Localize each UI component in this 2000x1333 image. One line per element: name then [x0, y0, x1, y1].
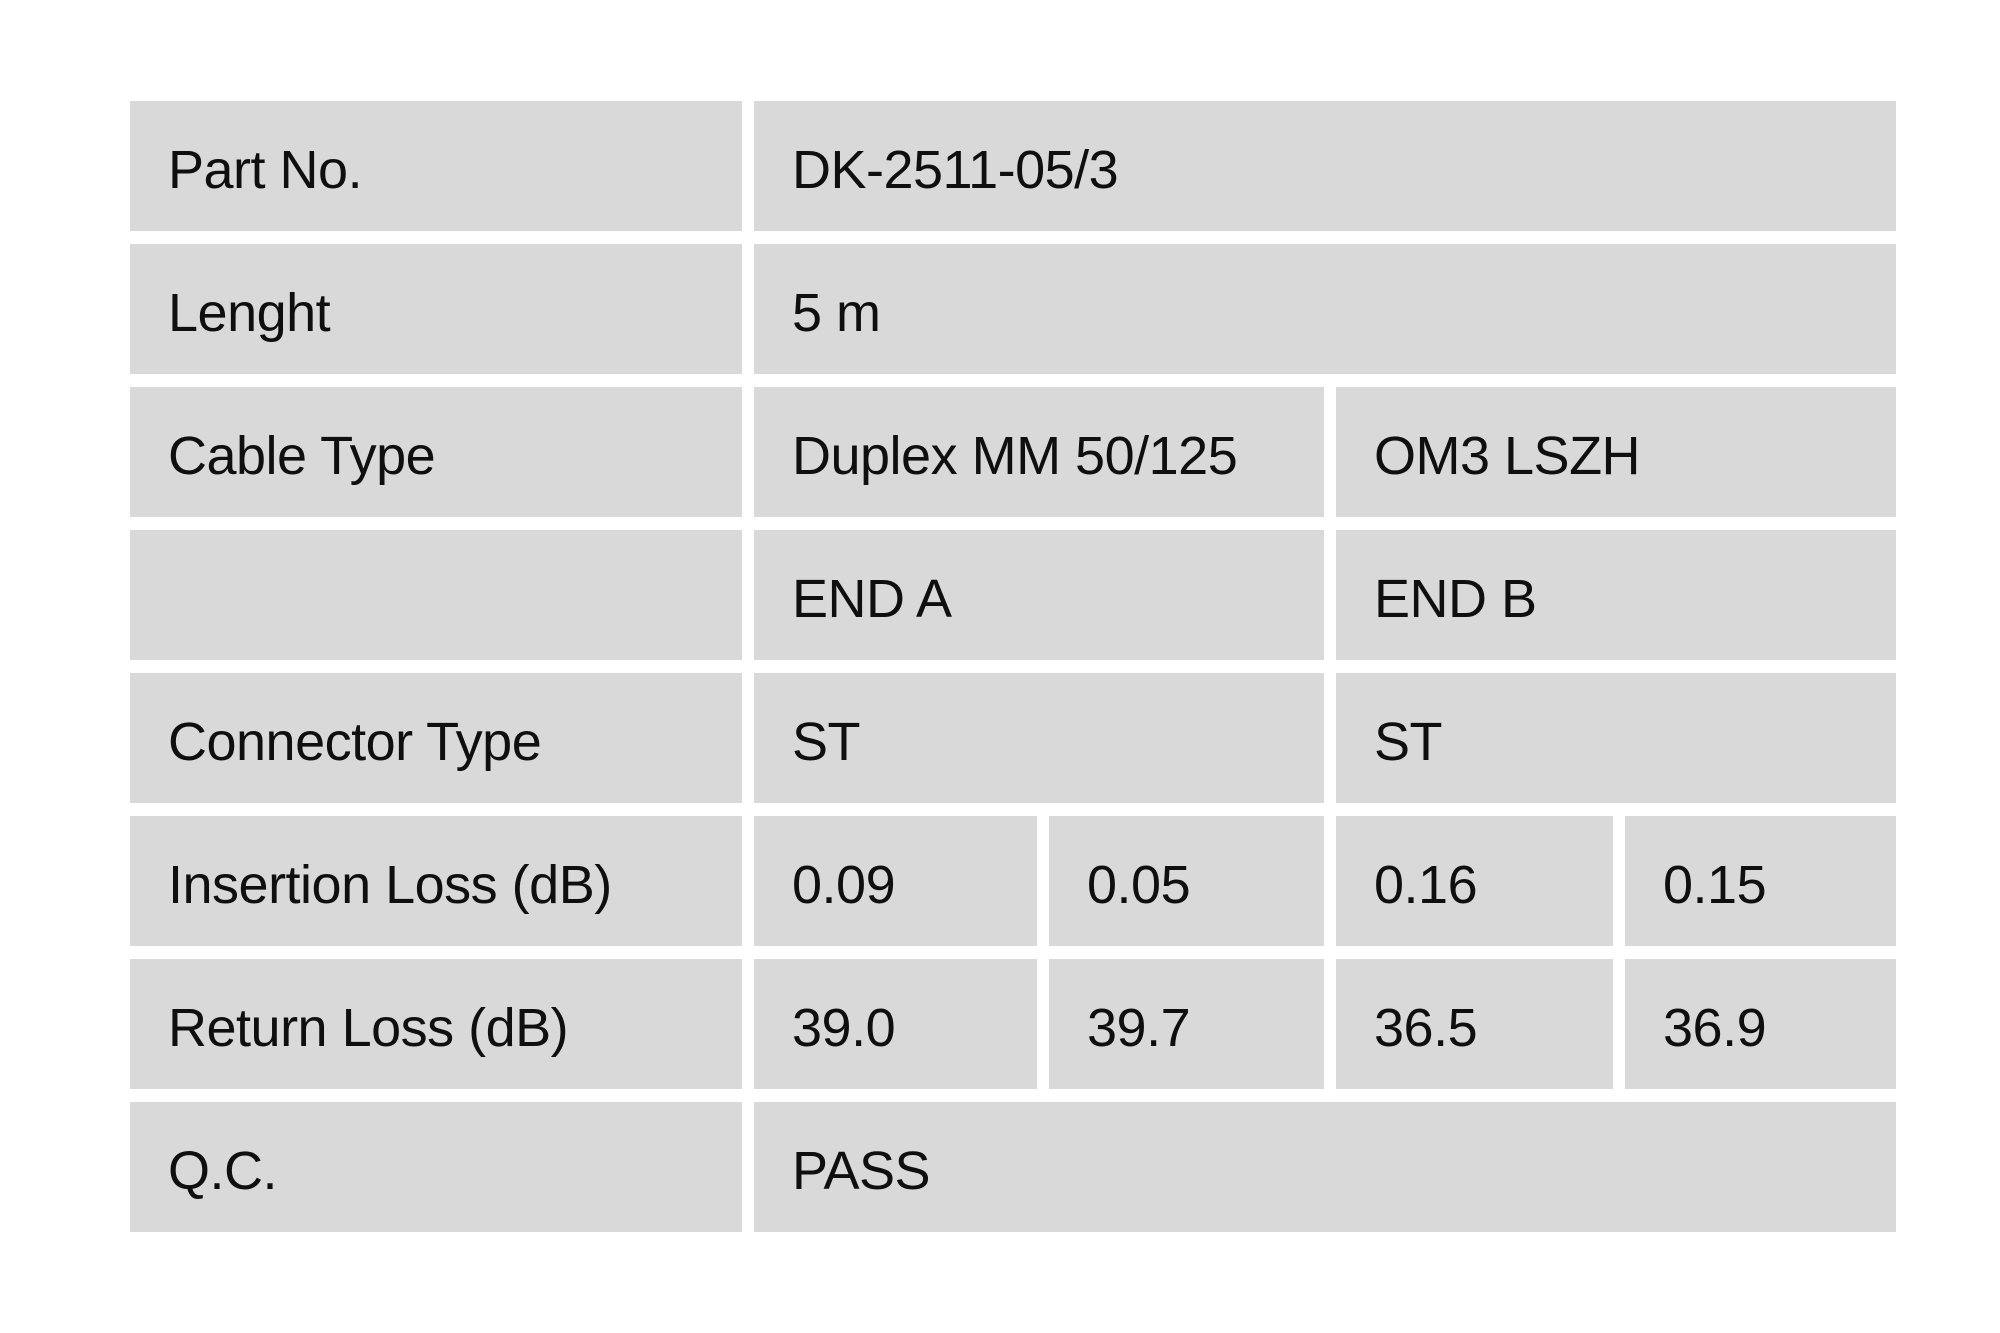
length-label: Lenght [130, 244, 742, 374]
return-loss-end-b-1: 36.5 [1336, 959, 1613, 1089]
empty-header-cell [130, 530, 742, 660]
cable-type-value-2: OM3 LSZH [1336, 387, 1896, 517]
return-loss-end-a-2: 39.7 [1049, 959, 1324, 1089]
connector-end-a: ST [754, 673, 1324, 803]
connector-type-label: Connector Type [130, 673, 742, 803]
return-loss-end-b-2: 36.9 [1625, 959, 1896, 1089]
return-loss-end-a-1: 39.0 [754, 959, 1037, 1089]
qc-label: Q.C. [130, 1102, 742, 1232]
part-no-value: DK-2511-05/3 [754, 101, 1896, 231]
cable-qc-spec-table: Part No. DK-2511-05/3 Lenght 5 m Cable T… [130, 101, 1896, 1232]
insertion-loss-end-b-1: 0.16 [1336, 816, 1613, 946]
insertion-loss-end-b-2: 0.15 [1625, 816, 1896, 946]
insertion-loss-label: Insertion Loss (dB) [130, 816, 742, 946]
insertion-loss-end-a-2: 0.05 [1049, 816, 1324, 946]
end-b-header: END B [1336, 530, 1896, 660]
qc-result-value: PASS [754, 1102, 1896, 1232]
cable-type-label: Cable Type [130, 387, 742, 517]
length-value: 5 m [754, 244, 1896, 374]
return-loss-label: Return Loss (dB) [130, 959, 742, 1089]
insertion-loss-end-a-1: 0.09 [754, 816, 1037, 946]
cable-type-value-1: Duplex MM 50/125 [754, 387, 1324, 517]
end-a-header: END A [754, 530, 1324, 660]
part-no-label: Part No. [130, 101, 742, 231]
connector-end-b: ST [1336, 673, 1896, 803]
